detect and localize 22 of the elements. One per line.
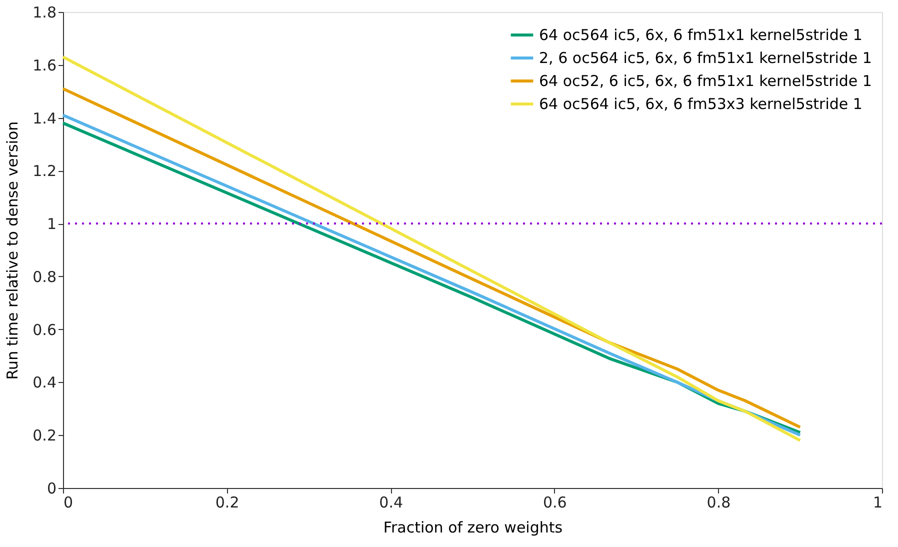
y-tick-label: 1.2 [32, 162, 56, 180]
x-tick-label: 0 [64, 494, 74, 512]
legend-label: 2, 6 oc564 ic5, 6x, 6 fm51x1 kernel5stride 1 [539, 49, 872, 67]
x-tick-label: 0.8 [706, 494, 731, 512]
y-tick-label: 1 [46, 215, 56, 234]
legend-label: 64 oc564 ic5, 6x, 6 fm51x1 kernel5stride 1 [539, 26, 862, 44]
y-tick-label: 1.6 [32, 56, 56, 74]
y-tick-label: 0.2 [32, 426, 56, 445]
legend-label: 64 oc52, 6 ic5, 6x, 6 fm51x1 kernel5stride 1 [539, 72, 872, 90]
x-axis-title: Fraction of zero weights [383, 518, 563, 536]
y-tick-label: 1.4 [32, 109, 56, 128]
x-tick-label: 0.4 [379, 494, 404, 512]
y-tick-label: 1.8 [32, 4, 56, 22]
y-tick-label: 0.8 [32, 268, 56, 286]
y-tick-label: 0.4 [32, 374, 56, 392]
y-axis-title: Run time relative to dense version [4, 121, 22, 380]
y-tick-label: 0 [46, 480, 56, 498]
x-tick-label: 1 [872, 494, 882, 512]
legend-label: 64 oc564 ic5, 6x, 6 fm53x3 kernel5stride 1 [539, 95, 862, 113]
x-tick-label: 0.6 [542, 494, 567, 512]
x-tick-label: 0.2 [215, 494, 240, 512]
y-tick-label: 0.6 [32, 320, 56, 339]
